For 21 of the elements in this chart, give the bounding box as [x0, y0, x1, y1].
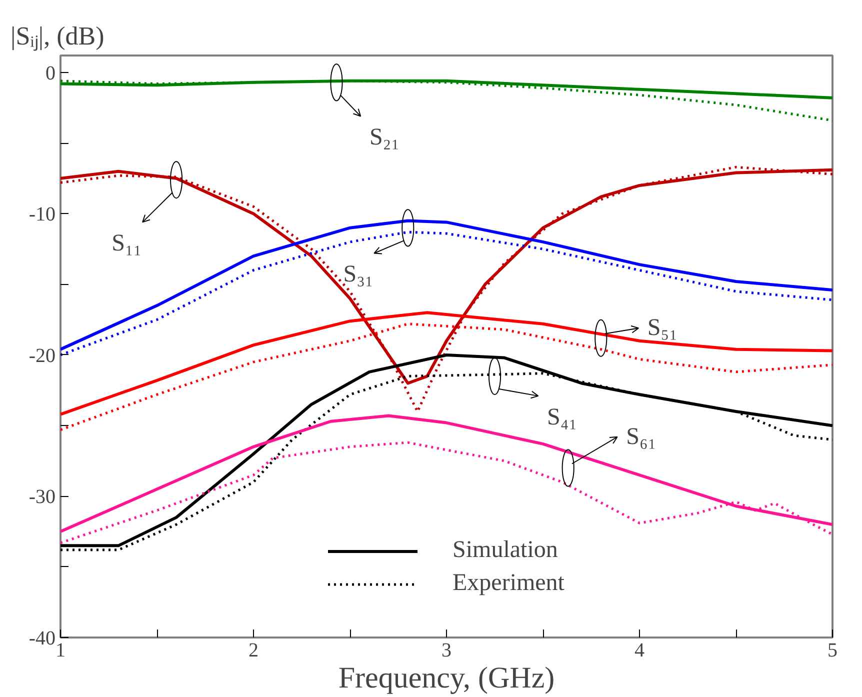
legend-label: Experiment: [452, 570, 564, 597]
x-tick-label: 3: [442, 640, 452, 662]
annotation: S₄₁: [547, 404, 578, 430]
line-series: [60, 80, 832, 122]
y-axis-title: |Sᵢⱼ|, (dB): [10, 22, 104, 52]
x-tick-label: 5: [828, 640, 838, 662]
y-tick-label: -40: [28, 628, 56, 650]
y-tick-label: -20: [28, 344, 56, 367]
x-axis-title: Frequency, (GHz): [338, 662, 555, 694]
y-tick-label: 0: [46, 62, 56, 84]
legend-label: Simulation: [452, 537, 558, 564]
x-tick-label: 4: [634, 640, 644, 662]
y-tick-label: -30: [28, 486, 56, 508]
annotation: S₅₁: [647, 315, 678, 342]
x-tick-label: 2: [248, 640, 258, 662]
annotation: S₁₁: [112, 230, 142, 257]
y-tick-label: -10: [28, 204, 56, 226]
x-tick-label: 1: [56, 640, 66, 662]
annotation: S₂₁: [369, 124, 400, 151]
annotation: S₃₁: [343, 262, 374, 288]
annotation: S₆₁: [626, 424, 656, 450]
